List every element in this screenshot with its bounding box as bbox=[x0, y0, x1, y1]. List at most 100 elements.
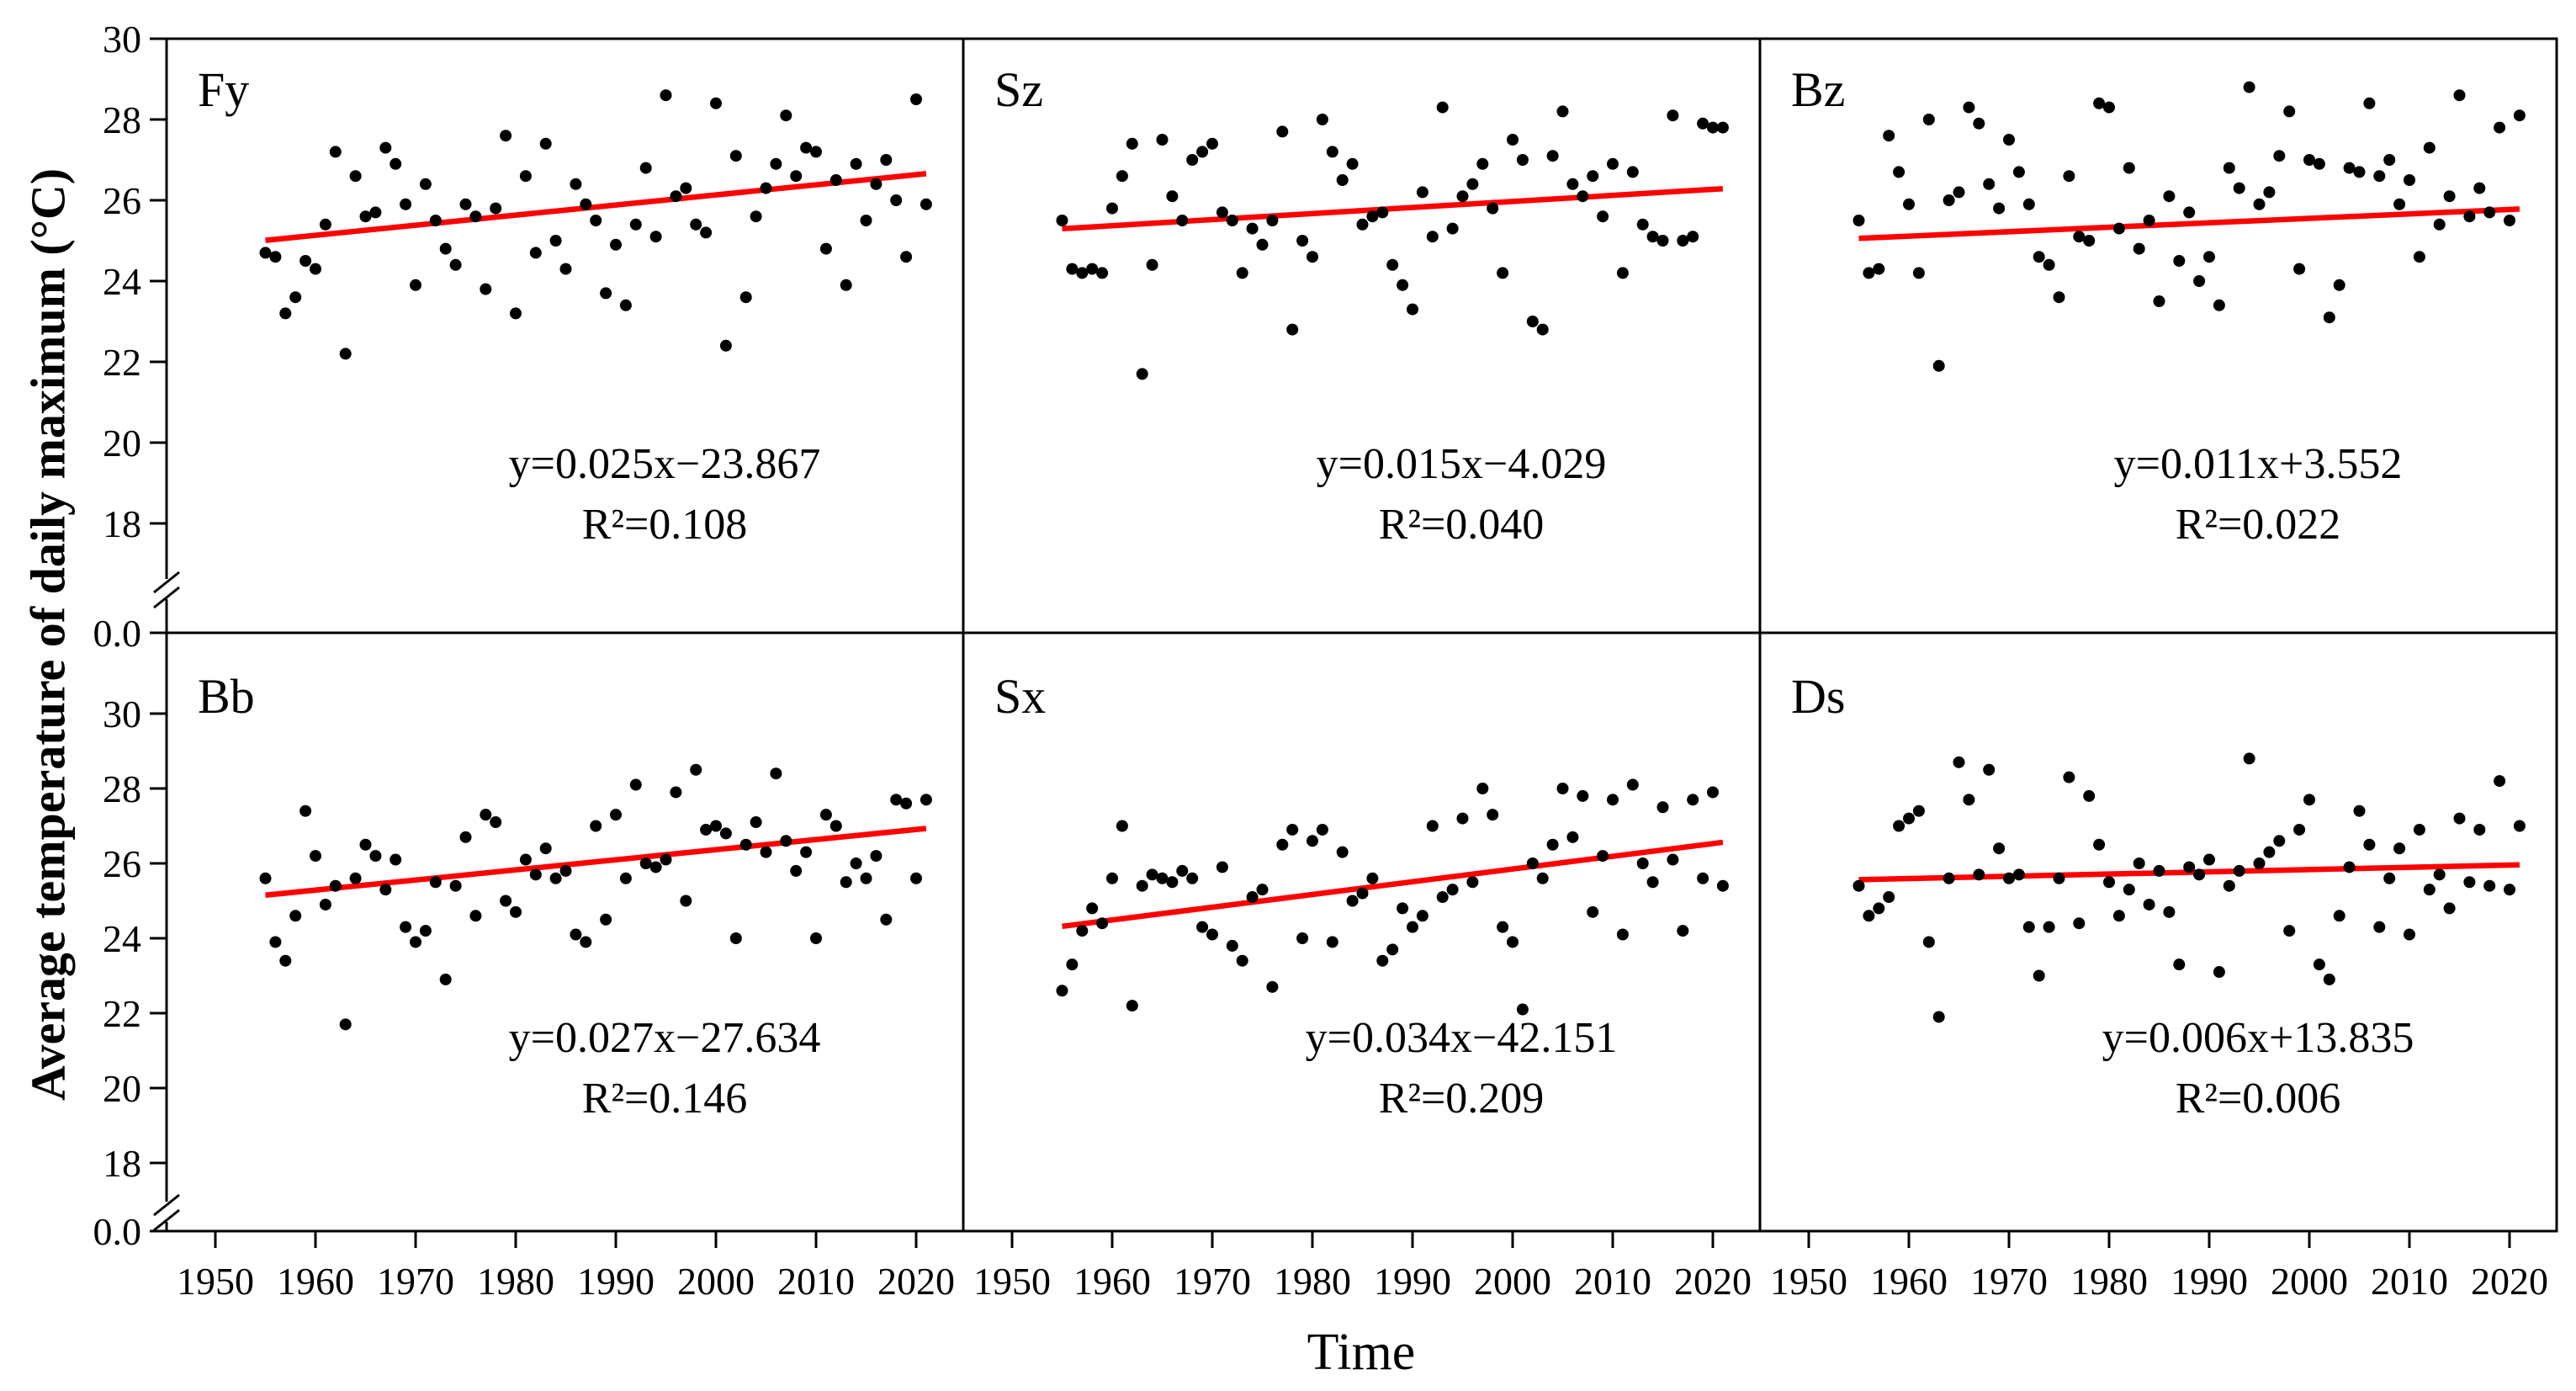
scatter-point bbox=[2373, 921, 2386, 933]
scatter-point bbox=[510, 307, 522, 320]
scatter-point bbox=[289, 291, 302, 304]
scatter-point bbox=[1497, 267, 1509, 279]
scatter-point bbox=[2022, 921, 2035, 933]
scatter-point bbox=[739, 838, 752, 851]
scatter-point bbox=[549, 872, 562, 884]
scatter-point bbox=[840, 876, 852, 889]
trend-line bbox=[265, 826, 927, 899]
scatter-point bbox=[2413, 251, 2425, 263]
scatter-point bbox=[1873, 263, 1885, 275]
scatter-point bbox=[1456, 812, 1469, 825]
scatter-point bbox=[1646, 231, 1659, 243]
scatter-point bbox=[2373, 170, 2386, 183]
scatter-point bbox=[1893, 166, 1905, 178]
scatter-point bbox=[1066, 263, 1079, 275]
scatter-point bbox=[719, 827, 732, 840]
scatter-point bbox=[2363, 97, 2376, 109]
scatter-point bbox=[729, 150, 742, 162]
scatter-point bbox=[1256, 884, 1269, 896]
scatter-point bbox=[1276, 838, 1289, 851]
scatter-point bbox=[1186, 154, 1199, 166]
scatter-point bbox=[2494, 775, 2506, 788]
scatter-point bbox=[2133, 242, 2145, 255]
scatter-point bbox=[629, 218, 642, 231]
scatter-point bbox=[349, 170, 362, 183]
scatter-point bbox=[570, 928, 582, 941]
scatter-point bbox=[2063, 170, 2075, 183]
scatter-point bbox=[2293, 823, 2306, 836]
scatter-point bbox=[1466, 876, 1479, 889]
scatter-point bbox=[1196, 146, 1209, 158]
scatter-point bbox=[790, 864, 803, 877]
scatter-point bbox=[2233, 182, 2245, 194]
scatter-point bbox=[1687, 794, 1699, 806]
scatter-point bbox=[539, 842, 552, 855]
scatter-point bbox=[2453, 812, 2466, 825]
scatter-point bbox=[480, 283, 492, 295]
scatter-point bbox=[1096, 267, 1109, 279]
scatter-point bbox=[1677, 925, 1689, 937]
scatter-point bbox=[2283, 925, 2296, 937]
scatter-point bbox=[610, 809, 622, 821]
trend-line bbox=[1858, 206, 2520, 242]
scatter-point bbox=[2063, 771, 2075, 783]
x-tick-label: 2020 bbox=[877, 1260, 955, 1303]
scatter-point bbox=[619, 299, 632, 311]
scatter-point bbox=[2183, 206, 2196, 219]
scatter-point bbox=[1852, 879, 1865, 892]
scatter-point bbox=[1587, 170, 1599, 183]
scatter-point bbox=[2243, 81, 2255, 93]
scatter-point bbox=[639, 857, 652, 869]
scatter-point bbox=[1687, 231, 1699, 243]
scatter-point bbox=[1076, 925, 1089, 937]
scatter-point bbox=[1716, 121, 1729, 134]
x-tick-label: 1950 bbox=[177, 1260, 254, 1303]
scatter-point bbox=[1507, 134, 1519, 146]
scatter-point bbox=[1932, 1011, 1945, 1023]
panel-label-bb: Bb bbox=[198, 669, 255, 724]
scatter-point bbox=[339, 1018, 352, 1031]
scatter-point bbox=[529, 868, 542, 881]
scatter-point bbox=[2183, 861, 2196, 873]
scatter-point bbox=[2033, 251, 2045, 263]
scatter-point bbox=[680, 182, 692, 194]
scatter-point bbox=[2083, 789, 2096, 802]
scatter-point bbox=[719, 339, 732, 352]
scatter-point bbox=[649, 231, 662, 243]
scatter-point bbox=[449, 258, 462, 271]
scatter-point bbox=[2313, 958, 2325, 971]
scatter-point bbox=[2303, 154, 2315, 166]
scatter-point bbox=[1236, 267, 1248, 279]
scatter-point bbox=[1526, 316, 1539, 327]
x-tick-label: 1970 bbox=[1970, 1260, 2048, 1303]
scatter-point bbox=[2012, 166, 2025, 178]
scatter-point bbox=[449, 879, 462, 892]
scatter-point bbox=[770, 157, 782, 170]
scatter-point bbox=[1176, 864, 1189, 877]
scatter-point bbox=[780, 835, 792, 847]
scatter-point bbox=[1883, 891, 1895, 904]
scatter-point bbox=[500, 895, 512, 907]
scatter-point bbox=[519, 853, 532, 866]
scatter-point bbox=[830, 820, 842, 832]
scatter-point bbox=[1236, 954, 1248, 967]
y-tick-label: 26 bbox=[103, 842, 141, 885]
x-tick-label: 2000 bbox=[1474, 1260, 1551, 1303]
scatter-point bbox=[2112, 910, 2125, 922]
scatter-point bbox=[319, 218, 331, 231]
scatter-point bbox=[1226, 215, 1238, 226]
scatter-point bbox=[1466, 178, 1479, 190]
scatter-point bbox=[2263, 186, 2276, 199]
scatter-point bbox=[429, 215, 442, 226]
scatter-point bbox=[760, 846, 772, 858]
scatter-point bbox=[2143, 215, 2155, 226]
trend-line bbox=[265, 171, 927, 243]
scatter-point bbox=[880, 913, 893, 926]
axis-break-icon bbox=[153, 1193, 180, 1217]
scatter-point bbox=[2253, 198, 2266, 210]
scatter-point bbox=[1116, 820, 1128, 832]
scatter-point bbox=[810, 932, 822, 944]
scatter-point bbox=[349, 872, 362, 884]
x-tick-label: 1980 bbox=[2070, 1260, 2148, 1303]
